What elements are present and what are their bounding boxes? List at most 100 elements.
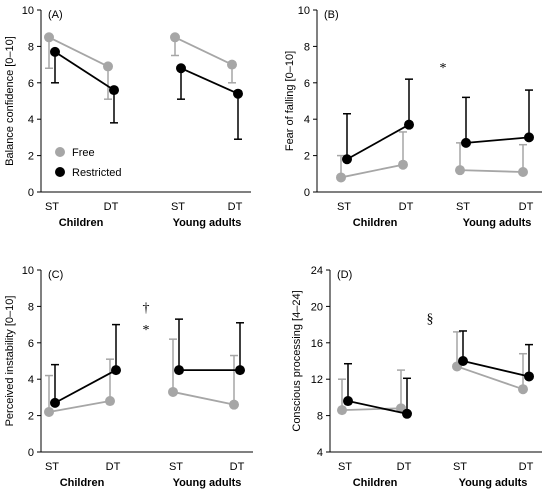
series-line	[340, 163, 404, 179]
data-point	[111, 365, 121, 376]
data-point	[109, 85, 119, 96]
series-line	[347, 400, 408, 415]
series-restricted	[342, 78, 534, 165]
series-line	[172, 391, 235, 406]
significance-marker: §	[427, 312, 434, 327]
y-tick-label: 20	[311, 301, 323, 313]
data-point	[398, 159, 408, 170]
series-free	[44, 338, 239, 417]
data-point	[402, 408, 412, 419]
data-point	[461, 137, 471, 148]
group-label: Children	[60, 477, 105, 489]
data-point	[176, 63, 186, 74]
data-point	[404, 119, 414, 130]
legend-marker-restricted	[55, 167, 65, 177]
data-point	[233, 88, 243, 99]
legend: Free Restricted	[55, 147, 122, 179]
y-tick-label: 2	[28, 151, 34, 163]
y-tick-label: 4	[304, 114, 310, 126]
group-label: Children	[353, 217, 398, 229]
series-line	[54, 51, 115, 91]
y-axis-title: Balance confidence [0–10]	[4, 36, 16, 166]
y-axis-title: Fear of falling [0–10]	[284, 51, 296, 151]
data-point	[337, 405, 347, 416]
series-line	[48, 400, 111, 413]
significance-marker: *	[143, 323, 150, 338]
group-label: Young adults	[459, 477, 528, 489]
group-label: Young adults	[463, 217, 532, 229]
legend-label-restricted: Restricted	[72, 167, 122, 179]
x-tick-label: DT	[399, 201, 414, 213]
series-line	[462, 360, 530, 378]
legend-label-free: Free	[72, 147, 95, 159]
data-point	[235, 365, 245, 376]
y-tick-label: 4	[28, 374, 34, 386]
data-point	[227, 59, 237, 70]
series-free	[44, 32, 237, 100]
series-line	[465, 136, 530, 144]
legend-marker-free	[55, 147, 65, 157]
y-tick-label: 12	[311, 374, 323, 386]
data-point	[44, 406, 54, 417]
x-tick-label: ST	[169, 461, 183, 473]
y-tick-label: 0	[28, 187, 34, 199]
data-point	[524, 371, 534, 382]
x-tick-label: DT	[104, 201, 119, 213]
y-tick-label: 6	[28, 338, 34, 350]
group-label: Young adults	[173, 217, 242, 229]
y-tick-label: 8	[28, 301, 34, 313]
data-point	[343, 396, 353, 407]
significance-marker: *	[440, 61, 447, 76]
series-line	[346, 123, 410, 161]
x-tick-label: ST	[45, 201, 59, 213]
x-tick-label: ST	[456, 201, 470, 213]
series-line	[456, 365, 524, 391]
y-tick-label: 6	[304, 78, 310, 90]
data-point	[105, 396, 115, 407]
panel-label: (D)	[337, 269, 352, 281]
panel-label: (A)	[48, 9, 63, 21]
data-point	[44, 32, 54, 43]
series-line	[174, 36, 233, 66]
data-point	[518, 384, 528, 395]
chart-panel-d: 4 8 12 16 20 24 ST DT ST DT Children Young adults Co…	[291, 265, 542, 489]
y-tick-label: 4	[28, 114, 34, 126]
series-restricted	[50, 318, 245, 408]
y-tick-label: 10	[22, 265, 34, 277]
panel-label: (B)	[324, 9, 339, 21]
y-tick-label: 8	[317, 411, 323, 423]
data-point	[174, 365, 184, 376]
data-point	[458, 356, 468, 366]
x-tick-label: DT	[397, 461, 412, 473]
data-point	[50, 397, 60, 408]
y-tick-label: 2	[28, 411, 34, 423]
data-point	[229, 399, 239, 410]
x-tick-label: DT	[519, 461, 534, 473]
series-line	[180, 67, 239, 95]
y-tick-label: 8	[28, 41, 34, 53]
y-tick-label: 8	[304, 41, 310, 53]
series-line	[54, 369, 117, 404]
group-label: Children	[59, 217, 104, 229]
x-tick-label: ST	[45, 461, 59, 473]
y-axis-title: Perceived instability [0–10]	[4, 296, 16, 427]
data-point	[170, 32, 180, 43]
series-line	[341, 407, 402, 412]
series-restricted	[50, 46, 243, 140]
y-tick-label: 2	[304, 151, 310, 163]
y-tick-label: 0	[304, 187, 310, 199]
data-point	[168, 386, 178, 397]
x-tick-label: ST	[453, 461, 467, 473]
y-tick-label: 6	[28, 78, 34, 90]
data-point	[524, 132, 534, 143]
y-tick-label: 16	[311, 338, 323, 350]
x-tick-label: DT	[230, 461, 245, 473]
x-tick-label: ST	[337, 201, 351, 213]
panel-label: (C)	[48, 269, 63, 281]
y-tick-label: 24	[311, 265, 323, 277]
data-point	[50, 46, 60, 57]
